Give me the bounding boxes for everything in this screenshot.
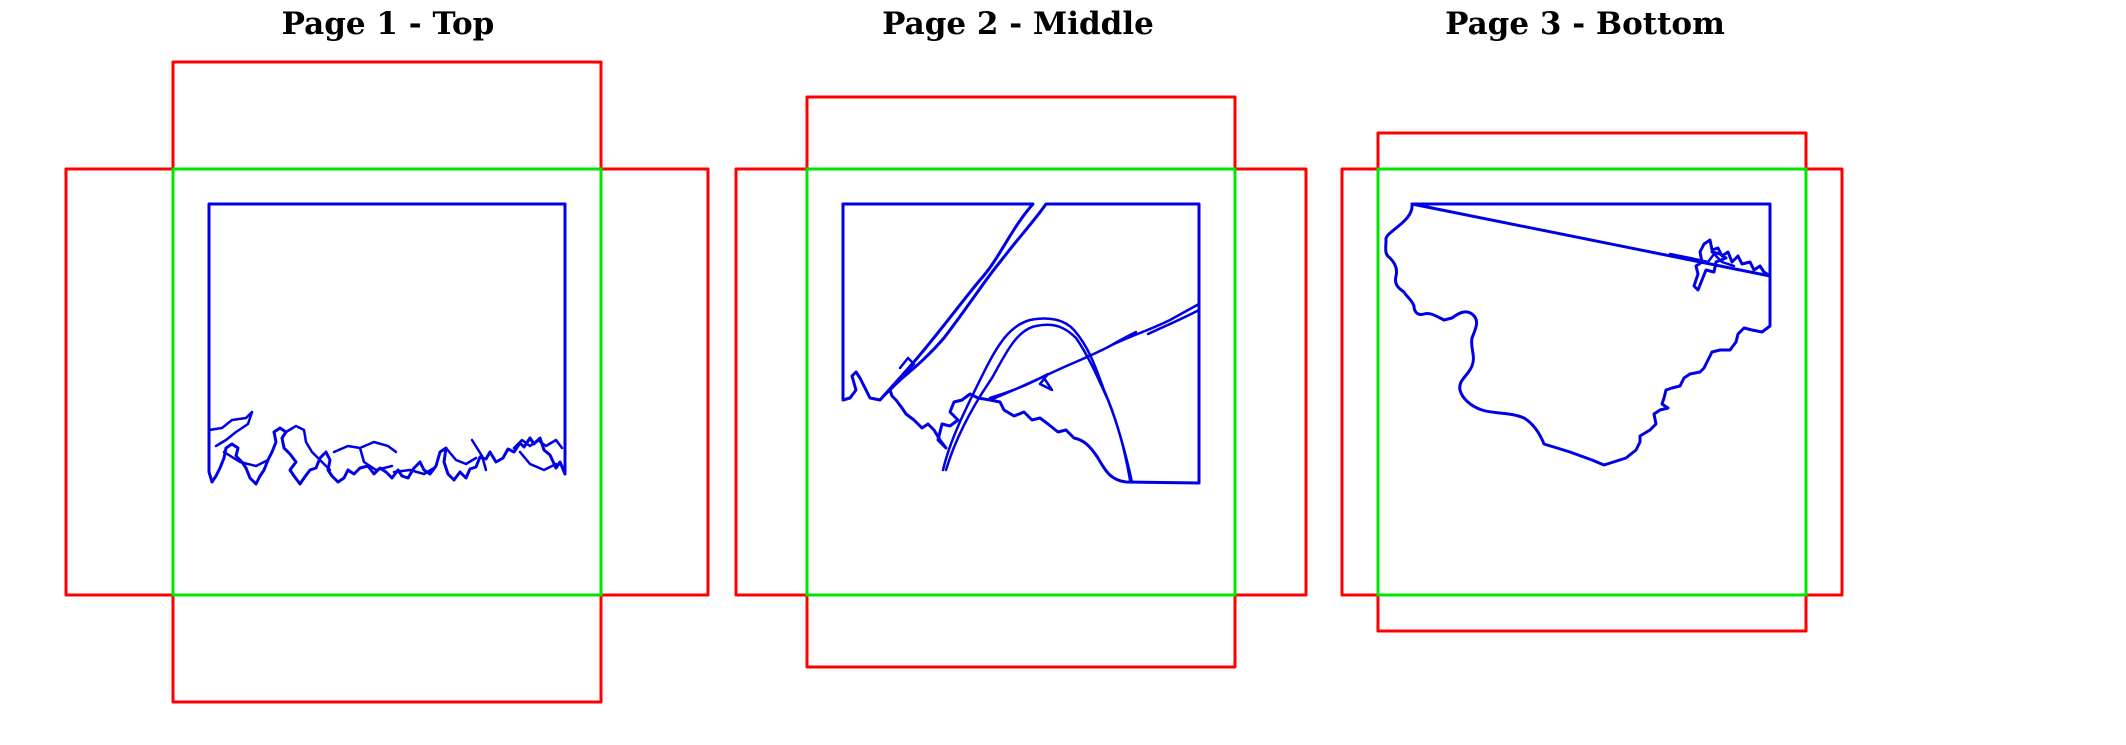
page-3-cut-detail: [1668, 252, 1736, 268]
page-1-tab-bottom: [171, 593, 603, 704]
page-2-base: [805, 167, 1237, 597]
page-3-cut-path: [1384, 202, 1772, 467]
page-2-tab-right: [1233, 167, 1308, 597]
page-3-tab-bottom: [1376, 593, 1808, 633]
page-1-cut-path: [207, 202, 567, 486]
page-3-panel: [1340, 131, 1844, 633]
page-1-base: [171, 167, 603, 597]
page-1-tab-top: [171, 60, 603, 171]
page-2-tab-top: [805, 95, 1237, 171]
page-3-tab-right: [1804, 167, 1844, 597]
page-3-title: Page 3 - Bottom: [1445, 6, 1725, 42]
page-2-title: Page 2 - Middle: [882, 6, 1154, 42]
page-3-tab-top: [1376, 131, 1808, 171]
page-1-title: Page 1 - Top: [281, 6, 495, 42]
page-1-tab-left: [64, 167, 175, 597]
page-1-cut-detail: [207, 410, 564, 476]
page-1-panel: [64, 60, 710, 704]
page-2-tab-left: [734, 167, 809, 597]
page-2-cut-path: [841, 202, 1035, 402]
page-1-tab-right: [599, 167, 710, 597]
page-2-panel: [734, 95, 1308, 669]
page-3-base: [1376, 167, 1808, 597]
page-2-cut-path-2: [888, 202, 1201, 485]
page-3-tab-left: [1340, 167, 1380, 597]
page-2-cut-detail: [878, 302, 1201, 484]
page-2-tab-bottom: [805, 593, 1237, 669]
